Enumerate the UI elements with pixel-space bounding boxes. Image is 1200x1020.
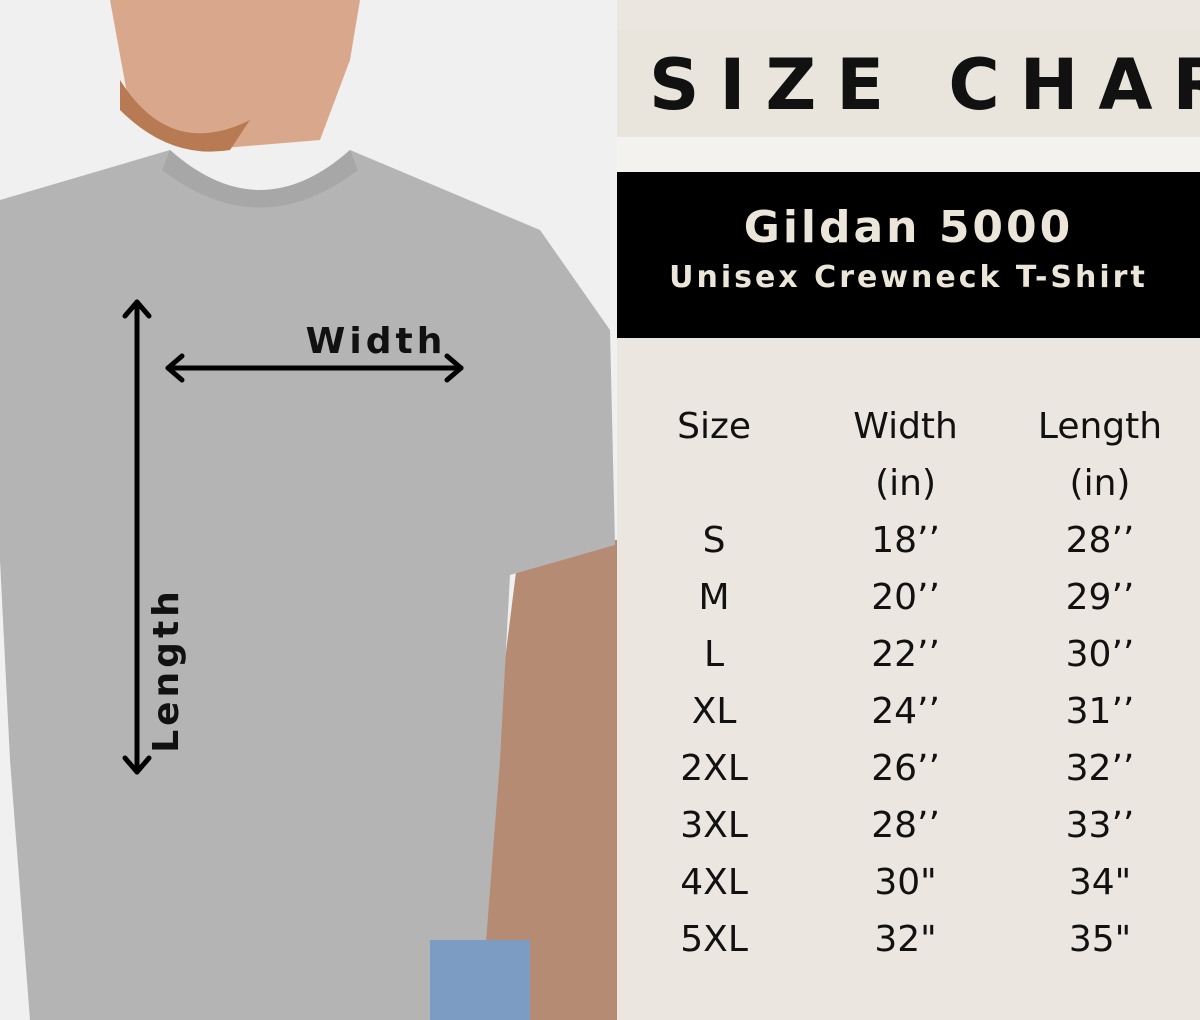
- cell: 26’’: [871, 748, 940, 789]
- cell: 5XL: [680, 919, 748, 960]
- title: SIZE CHART: [649, 44, 1200, 126]
- cell: 35": [1068, 919, 1132, 960]
- divider: [617, 137, 1200, 172]
- cell: 18’’: [871, 520, 940, 561]
- header-row: Size Width (in) Length (in): [617, 398, 1200, 512]
- cell: 3XL: [680, 805, 748, 846]
- cell: 2XL: [680, 748, 748, 789]
- size-row: 5XL 32" 35": [617, 911, 1200, 968]
- size-row: 2XL 26’’ 32’’: [617, 740, 1200, 797]
- cell: 30": [874, 862, 937, 903]
- product-banner: Gildan 5000 Unisex Crewneck T-Shirt: [617, 172, 1200, 338]
- size-table: Size Width (in) Length (in) S 18’’ 28’’ M 20’’ 2…: [617, 398, 1200, 968]
- cell: 33’’: [1065, 805, 1135, 846]
- title-bar: SIZE CHART: [617, 30, 1200, 137]
- size-row: L 22’’ 30’’: [617, 626, 1200, 683]
- cell: M: [698, 577, 730, 618]
- size-row: XL 24’’ 31’’: [617, 683, 1200, 740]
- cell: 28’’: [871, 805, 940, 846]
- size-chart-panel: SIZE CHART Gildan 5000 Unisex Crewneck T…: [617, 0, 1200, 1020]
- size-row: 4XL 30" 34": [617, 854, 1200, 911]
- cell: 34": [1068, 862, 1132, 903]
- cell: 30’’: [1065, 634, 1135, 675]
- size-row: M 20’’ 29’’: [617, 569, 1200, 626]
- cell: 4XL: [680, 862, 748, 903]
- size-row: 3XL 28’’ 33’’: [617, 797, 1200, 854]
- header-cell: Size: [677, 406, 752, 447]
- header-cell: Width (in): [853, 406, 958, 504]
- size-row: S 18’’ 28’’: [617, 512, 1200, 569]
- cell: 32": [874, 919, 937, 960]
- cell: XL: [691, 691, 737, 732]
- photo: Width Length: [0, 0, 617, 1020]
- cell: 22’’: [871, 634, 940, 675]
- cell: 24’’: [871, 691, 940, 732]
- cell: L: [704, 634, 725, 675]
- cell: S: [702, 520, 726, 561]
- cell: 28’’: [1065, 520, 1135, 561]
- cell: 20’’: [871, 577, 940, 618]
- product-model: Gildan 5000: [743, 202, 1074, 253]
- header-cell: Length (in): [1037, 406, 1163, 504]
- cell: 29’’: [1065, 577, 1135, 618]
- length-label: Length: [146, 587, 187, 753]
- width-label: Width: [306, 321, 447, 362]
- cell: 31’’: [1065, 691, 1135, 732]
- product-description: Unisex Crewneck T-Shirt: [669, 260, 1148, 295]
- cell: 32’’: [1065, 748, 1135, 789]
